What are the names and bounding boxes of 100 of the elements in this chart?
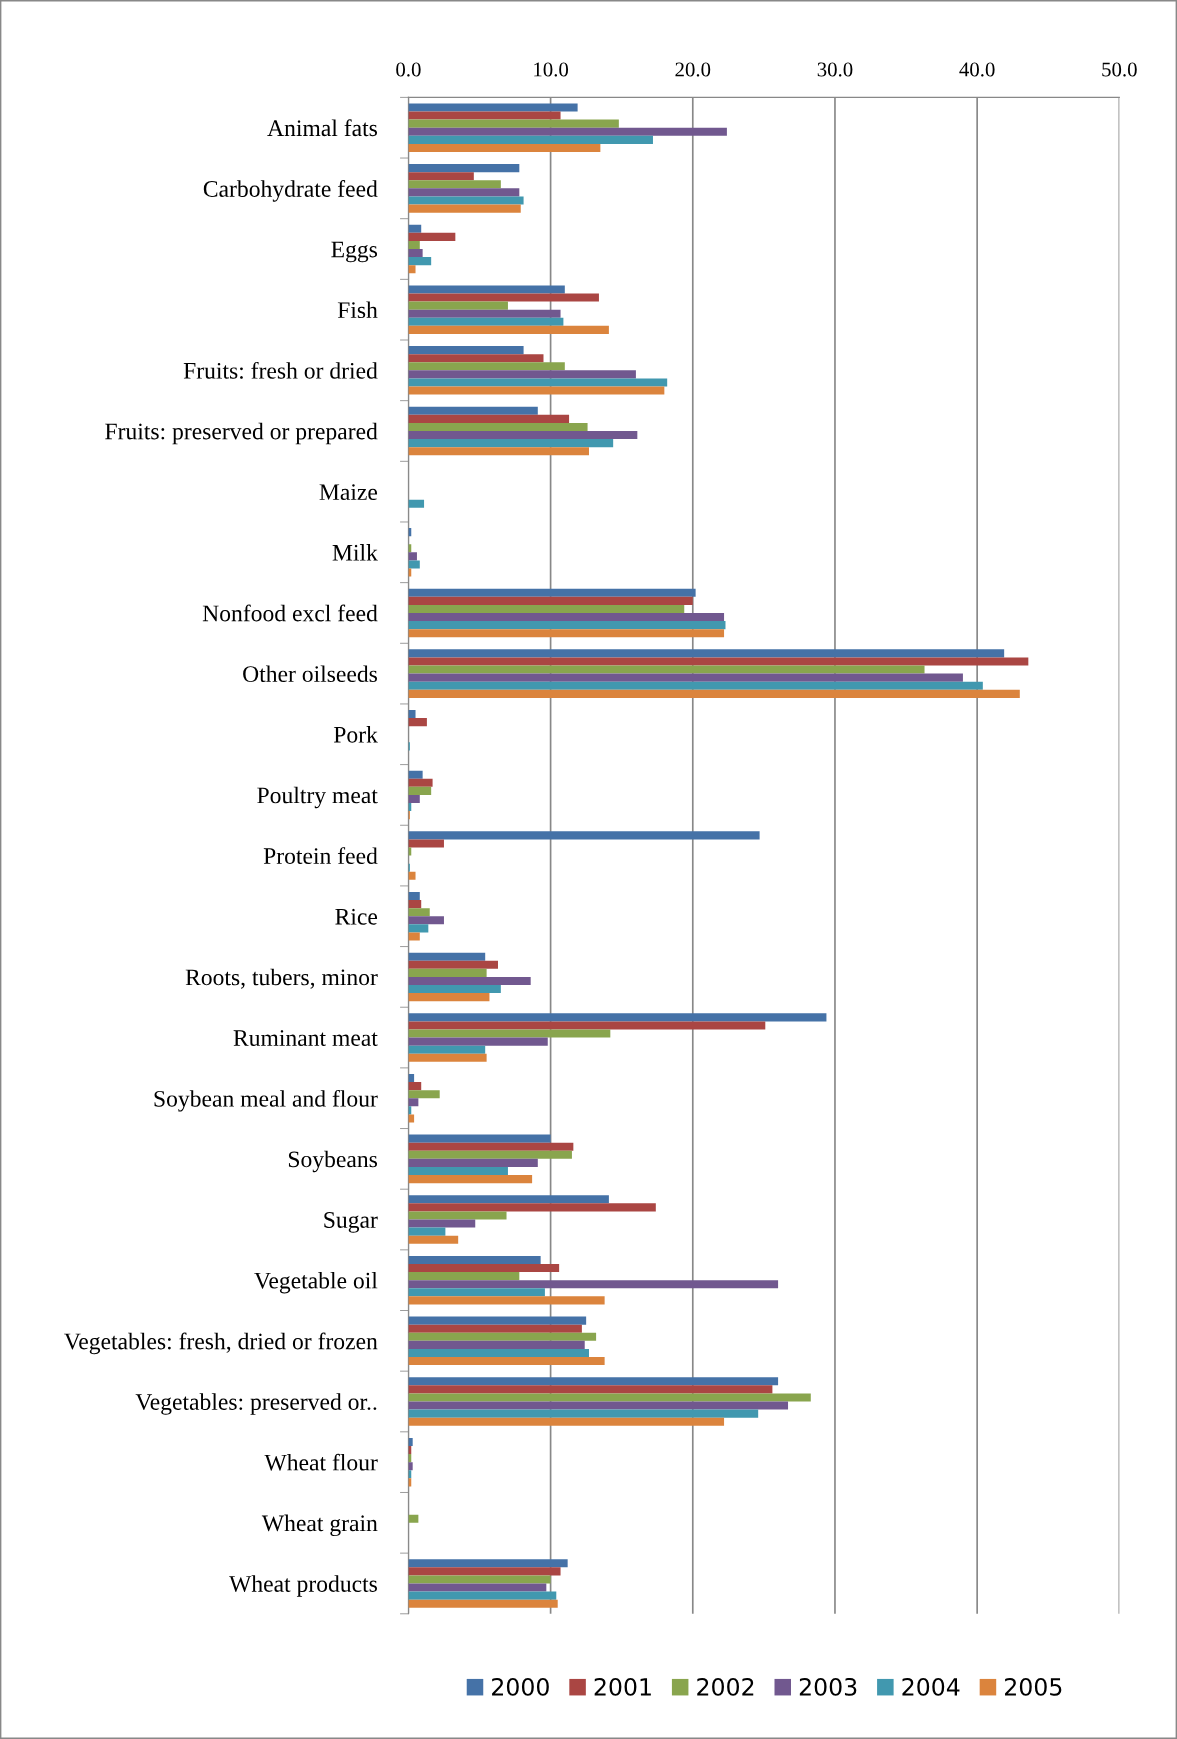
bar — [408, 257, 432, 266]
bar — [408, 1409, 759, 1418]
bar — [408, 370, 636, 379]
y-tick-label: Vegetable oil — [254, 1271, 378, 1294]
bar — [408, 1203, 656, 1212]
bar — [408, 1195, 609, 1204]
bar — [408, 794, 420, 804]
bar — [408, 960, 498, 969]
bar — [408, 968, 487, 977]
bar — [408, 673, 963, 682]
bar — [408, 196, 524, 205]
bar — [408, 1599, 558, 1608]
bar — [408, 354, 544, 363]
y-tick-label: Pork — [333, 726, 378, 743]
bar — [408, 1559, 568, 1568]
bar — [408, 952, 486, 961]
y-tick-label: Animal fats — [267, 119, 378, 137]
legend-label: 2000 — [492, 1677, 549, 1696]
legend-label: 2002 — [697, 1677, 754, 1696]
bar — [408, 309, 561, 318]
bar — [408, 1437, 413, 1446]
bar — [408, 908, 430, 917]
bar — [408, 778, 433, 787]
y-tick-label: Fish — [337, 301, 378, 319]
bar — [408, 1332, 597, 1341]
bar — [408, 1029, 611, 1038]
bar — [408, 621, 726, 630]
bar — [408, 1158, 538, 1167]
y-tick-label: Soybeans — [288, 1150, 378, 1173]
bar — [408, 1150, 572, 1159]
bar — [408, 1348, 589, 1358]
bar — [408, 1583, 547, 1592]
x-tick-label: 50.0 — [1102, 62, 1137, 77]
bar — [408, 657, 1029, 666]
bar — [408, 1045, 486, 1054]
bar — [408, 665, 925, 674]
bar — [408, 1357, 605, 1366]
bar — [408, 103, 578, 112]
bar — [408, 378, 668, 387]
bar — [408, 649, 1005, 658]
bar — [408, 588, 696, 597]
bar — [408, 346, 524, 355]
bar — [408, 301, 508, 310]
bar — [408, 1264, 560, 1273]
bar — [408, 1514, 419, 1523]
legend-label: 2005 — [1005, 1677, 1062, 1696]
bar — [408, 1296, 605, 1305]
bar — [408, 1393, 811, 1402]
x-tick-label: 0.0 — [396, 62, 421, 77]
bar — [408, 1401, 789, 1410]
bar — [408, 710, 416, 719]
y-tick-label: Vegetables: fresh, dried or frozen — [64, 1332, 378, 1355]
bar — [408, 1211, 507, 1220]
y-tick-label: Wheat grain — [261, 1514, 378, 1537]
bar — [408, 1575, 551, 1584]
bar — [408, 224, 422, 233]
bar — [408, 1280, 779, 1289]
bar — [408, 1462, 413, 1471]
y-tick-label: Wheat flour — [264, 1453, 378, 1471]
y-tick-label: Carbohydrate feed — [203, 180, 378, 202]
bar — [408, 1013, 827, 1022]
bar — [408, 293, 599, 302]
bar — [408, 499, 425, 508]
bar — [408, 1175, 533, 1184]
bar — [408, 1324, 582, 1333]
bar — [408, 1021, 766, 1030]
bar — [408, 629, 725, 638]
legend-label: 2001 — [594, 1677, 651, 1696]
bar — [408, 924, 429, 933]
y-tick-label: Wheat products — [229, 1575, 377, 1597]
bar — [408, 1255, 541, 1265]
bar — [408, 362, 565, 371]
bar — [408, 127, 727, 136]
bar — [408, 430, 638, 440]
y-tick-label: Poultry meat — [257, 786, 378, 809]
bar — [408, 1385, 773, 1394]
bar — [408, 891, 420, 901]
bar — [408, 1288, 545, 1297]
bar — [408, 265, 416, 274]
bar — [408, 285, 565, 294]
bar — [408, 1417, 725, 1426]
bar — [408, 188, 520, 197]
bar — [408, 1377, 779, 1386]
bar — [408, 135, 653, 144]
bar — [408, 689, 1020, 698]
bar — [408, 560, 420, 569]
y-tick-label: Vegetables: preserved or.. — [135, 1393, 377, 1415]
bar — [408, 1082, 422, 1091]
bar — [408, 976, 531, 985]
bar — [408, 143, 601, 152]
bar — [408, 916, 444, 925]
bar — [408, 612, 725, 622]
bar — [408, 871, 416, 880]
y-tick-label: Eggs — [331, 241, 378, 263]
bar — [408, 932, 420, 941]
bar — [408, 1219, 476, 1228]
bar — [408, 1316, 587, 1325]
y-tick-label: Maize — [319, 484, 378, 501]
bar — [408, 172, 474, 181]
bar — [408, 164, 520, 173]
